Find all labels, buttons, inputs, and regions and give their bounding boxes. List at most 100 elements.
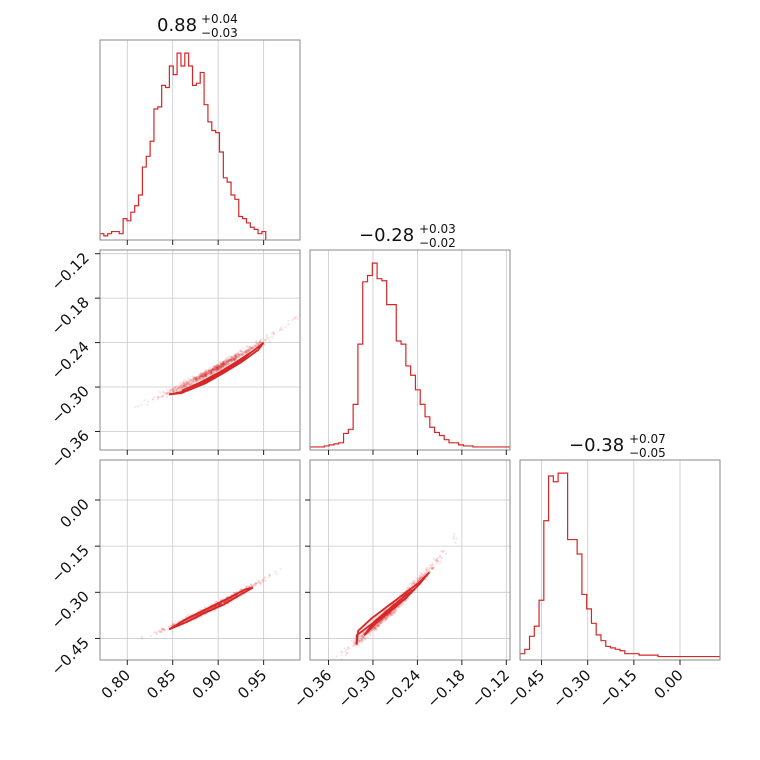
sample-point	[368, 634, 371, 637]
sample-point	[219, 365, 222, 368]
sample-point	[250, 583, 253, 586]
sample-point	[151, 398, 155, 401]
sample-point	[232, 358, 235, 361]
sample-point	[387, 616, 390, 619]
y-tick-label: −0.36	[48, 427, 93, 472]
sample-point	[360, 639, 363, 642]
sample-point	[211, 368, 214, 371]
sample-point	[361, 640, 364, 643]
sample-point	[169, 388, 172, 391]
sample-point	[284, 326, 287, 329]
sample-point	[180, 384, 183, 387]
sample-point	[185, 380, 188, 384]
sample-point	[202, 375, 205, 378]
sample-point	[225, 361, 229, 364]
sample-point	[197, 375, 200, 379]
sample-point	[182, 383, 186, 386]
sample-point	[396, 605, 400, 609]
sample-point	[198, 377, 202, 380]
sample-point	[386, 618, 389, 621]
sample-point	[384, 618, 388, 621]
histogram-step	[310, 262, 510, 450]
sample-point	[198, 375, 201, 378]
sample-point	[270, 332, 273, 335]
sample-point	[415, 577, 418, 580]
title-param-3-upper: +0.07	[629, 432, 666, 446]
sample-point	[220, 365, 223, 368]
sample-point	[195, 377, 198, 380]
sample-point	[205, 373, 208, 376]
sample-point	[202, 372, 205, 376]
sample-point	[219, 368, 222, 371]
sample-point	[217, 365, 221, 368]
sample-point	[222, 360, 226, 364]
sample-point	[214, 369, 217, 372]
sample-point	[220, 365, 223, 368]
sample-point	[361, 632, 364, 635]
sample-point	[223, 363, 226, 366]
sample-point	[296, 317, 299, 320]
sample-point	[172, 387, 176, 390]
y-tick-label: 0.00	[56, 495, 92, 531]
sample-point	[215, 367, 218, 370]
sample-point	[210, 371, 213, 374]
sample-point	[187, 382, 190, 385]
sample-point	[359, 639, 362, 642]
sample-point	[171, 390, 174, 393]
sample-point	[204, 375, 207, 378]
sample-point	[236, 356, 240, 359]
sample-point	[395, 608, 398, 611]
sample-point	[233, 358, 236, 361]
sample-point	[335, 655, 338, 658]
sample-point	[222, 362, 226, 366]
sample-point	[216, 366, 219, 369]
sample-point	[203, 373, 206, 377]
sample-point	[216, 367, 219, 370]
sample-point	[213, 365, 216, 368]
sample-point	[425, 578, 428, 581]
sample-point	[393, 611, 396, 615]
data-layer	[310, 262, 510, 450]
sample-point	[188, 613, 191, 616]
sample-point	[174, 386, 177, 389]
sample-point	[221, 364, 224, 367]
sample-point	[258, 579, 261, 582]
sample-point	[216, 364, 219, 367]
sample-point	[254, 582, 257, 585]
sample-point	[185, 383, 188, 387]
sample-point	[377, 624, 380, 627]
sample-point	[235, 355, 238, 358]
sample-point	[233, 357, 237, 361]
sample-point	[212, 371, 215, 374]
sample-point	[220, 365, 223, 368]
sample-point	[413, 579, 416, 582]
sample-point	[216, 367, 219, 371]
sample-point	[435, 559, 438, 562]
sample-point	[258, 340, 262, 343]
sample-point	[375, 626, 379, 629]
sample-point	[201, 377, 204, 380]
sample-point	[210, 372, 213, 375]
sample-point	[369, 630, 372, 633]
sample-point	[216, 364, 219, 367]
sample-point	[199, 372, 202, 375]
sample-point	[175, 384, 179, 388]
sample-point	[360, 634, 364, 637]
sample-point	[205, 369, 209, 372]
sample-point	[219, 602, 223, 605]
panel-frame	[99, 249, 301, 451]
sample-point	[346, 652, 349, 655]
sample-point	[210, 368, 213, 371]
sample-point	[200, 378, 203, 381]
sample-point	[209, 370, 212, 373]
sample-point	[203, 373, 206, 377]
sample-point	[362, 636, 365, 640]
sample-point	[393, 610, 397, 614]
sample-point	[375, 629, 379, 632]
sample-point	[220, 366, 223, 369]
sample-point	[201, 373, 205, 376]
sample-point	[259, 582, 262, 585]
sample-point	[293, 317, 297, 320]
sample-point	[263, 576, 266, 580]
sample-point	[250, 346, 253, 350]
